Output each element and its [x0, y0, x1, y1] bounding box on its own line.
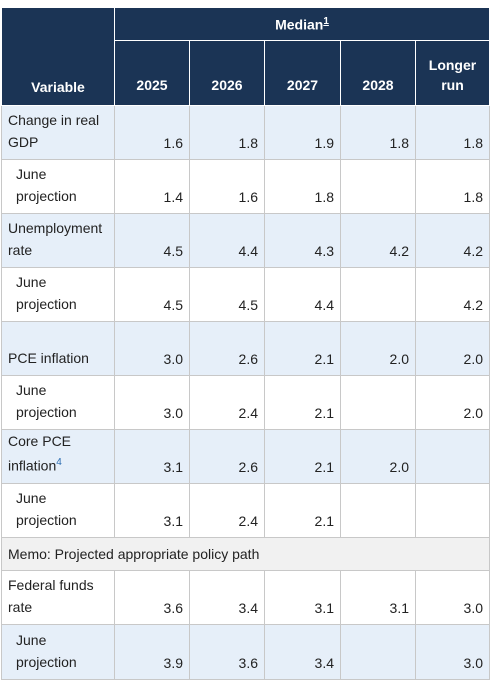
value-cell: 1.8	[264, 159, 341, 214]
column-header-longer-run: Longer run	[415, 40, 490, 106]
table-row: PCE inflation 3.0 2.6 2.1 2.0 2.0	[1, 321, 490, 376]
value-cell: 3.9	[114, 624, 190, 680]
value-cell: 4.2	[415, 267, 490, 322]
table-row-june-projection: June projection 1.4 1.6 1.8 1.8	[1, 159, 490, 214]
row-label: Core PCE inflation4	[1, 429, 115, 484]
projections-table-container: Variable Median1 2025 2026 2027 2028 Lon…	[1, 7, 490, 680]
value-cell: 1.6	[114, 105, 190, 160]
row-label: June projection	[1, 267, 115, 322]
row-label-text: PCE inflation	[8, 350, 89, 366]
value-cell: 3.1	[264, 570, 341, 625]
value-cell: 3.4	[264, 624, 341, 680]
value-cell: 3.0	[114, 321, 190, 376]
column-header-2027: 2027	[264, 40, 341, 106]
row-label: Change in real GDP	[1, 105, 115, 160]
value-cell: 3.1	[114, 483, 190, 538]
column-header-2026: 2026	[189, 40, 265, 106]
value-cell: 4.5	[114, 213, 190, 268]
value-cell: 3.0	[415, 624, 490, 680]
value-cell: 4.4	[189, 213, 265, 268]
value-cell: 1.9	[264, 105, 341, 160]
value-cell: 3.1	[340, 570, 416, 625]
value-cell: 2.6	[189, 429, 265, 484]
row-label: June projection	[1, 483, 115, 538]
table-row-june-projection: June projection 3.1 2.4 2.1	[1, 483, 490, 538]
row-label: June projection	[1, 624, 115, 680]
row-label-text: Change in real GDP	[8, 112, 100, 150]
table-row-june-projection: June projection 4.5 4.5 4.4 4.2	[1, 267, 490, 322]
value-cell: 2.0	[340, 321, 416, 376]
row-label: June projection	[1, 159, 115, 214]
value-cell: 4.2	[340, 213, 416, 268]
row-label: Federal funds rate	[1, 570, 115, 625]
row-label-text: June projection	[16, 274, 77, 312]
value-cell: 2.4	[189, 483, 265, 538]
value-cell: 1.4	[114, 159, 190, 214]
variable-header: Variable	[1, 7, 115, 106]
value-cell: 1.8	[415, 159, 490, 214]
value-cell: 1.8	[340, 105, 416, 160]
value-cell: 2.0	[415, 375, 490, 430]
value-cell	[340, 159, 416, 214]
table-row: Unemployment rate 4.5 4.4 4.3 4.2 4.2	[1, 213, 490, 268]
row-label-text: Federal funds rate	[8, 577, 94, 615]
table-row-june-projection: June projection 3.0 2.4 2.1 2.0	[1, 375, 490, 430]
value-cell: 2.0	[415, 321, 490, 376]
value-cell: 2.1	[264, 483, 341, 538]
median-footnote-link[interactable]: 1	[323, 15, 329, 27]
row-label-text: June projection	[16, 382, 77, 420]
row-label-text: June projection	[16, 632, 77, 670]
column-header-2028: 2028	[340, 40, 416, 106]
value-cell: 3.4	[189, 570, 265, 625]
table-head: Variable Median1 2025 2026 2027 2028 Lon…	[1, 7, 490, 106]
memo-label: Memo: Projected appropriate policy path	[1, 537, 490, 571]
value-cell: 3.0	[415, 570, 490, 625]
table-body: Change in real GDP 1.6 1.8 1.9 1.8 1.8 June pr…	[1, 105, 490, 680]
row-label: June projection	[1, 375, 115, 430]
value-cell	[340, 483, 416, 538]
column-header-2025: 2025	[114, 40, 190, 106]
value-cell	[340, 375, 416, 430]
value-cell: 3.0	[114, 375, 190, 430]
value-cell: 2.1	[264, 375, 341, 430]
row-label: PCE inflation	[1, 321, 115, 376]
value-cell	[415, 483, 490, 538]
header-row-years: 2025 2026 2027 2028 Longer run	[2, 40, 490, 106]
median-header: Median1	[114, 7, 490, 41]
header-row-median: Variable Median1	[1, 7, 490, 106]
value-cell: 3.6	[114, 570, 190, 625]
memo-row: Memo: Projected appropriate policy path	[1, 537, 490, 571]
value-cell: 4.4	[264, 267, 341, 322]
value-cell: 4.2	[415, 213, 490, 268]
row-label-text: Unemployment rate	[8, 220, 103, 258]
value-cell: 2.0	[340, 429, 416, 484]
footnote-link[interactable]: 4	[56, 457, 62, 469]
table-row-june-projection: June projection 3.9 3.6 3.4 3.0	[1, 624, 490, 680]
table-row: Core PCE inflation4 3.1 2.6 2.1 2.0	[1, 429, 490, 484]
economic-projections-table: Variable Median1 2025 2026 2027 2028 Lon…	[1, 7, 490, 680]
value-cell: 3.6	[189, 624, 265, 680]
value-cell: 4.3	[264, 213, 341, 268]
value-cell: 4.5	[189, 267, 265, 322]
value-cell: 2.1	[264, 321, 341, 376]
value-cell	[340, 267, 416, 322]
value-cell: 2.1	[264, 429, 341, 484]
value-cell	[340, 624, 416, 680]
value-cell: 1.6	[189, 159, 265, 214]
row-label-text: June projection	[16, 490, 77, 528]
row-label-text: June projection	[16, 166, 77, 204]
value-cell: 3.1	[114, 429, 190, 484]
table-row: Change in real GDP 1.6 1.8 1.9 1.8 1.8	[1, 105, 490, 160]
value-cell: 1.8	[189, 105, 265, 160]
value-cell: 1.8	[415, 105, 490, 160]
value-cell: 4.5	[114, 267, 190, 322]
row-label: Unemployment rate	[1, 213, 115, 268]
row-label-text: Core PCE inflation	[8, 433, 72, 474]
value-cell: 2.6	[189, 321, 265, 376]
value-cell: 2.4	[189, 375, 265, 430]
median-label: Median	[275, 16, 324, 33]
value-cell	[415, 429, 490, 484]
table-row: Federal funds rate 3.6 3.4 3.1 3.1 3.0	[1, 570, 490, 625]
